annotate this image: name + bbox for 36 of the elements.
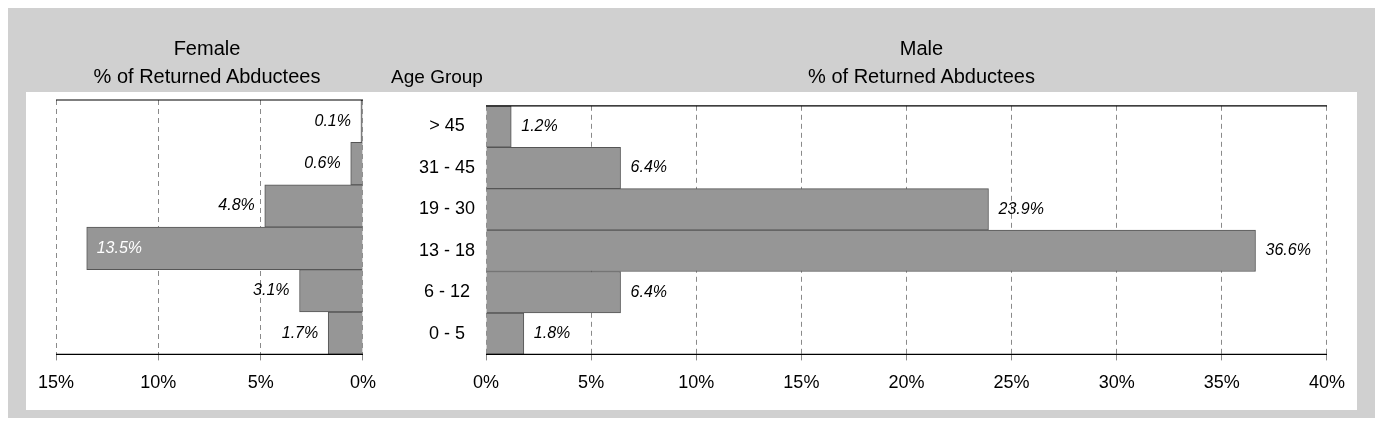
data-label: 36.6%	[1265, 241, 1311, 259]
data-label: 13.5%	[96, 238, 143, 256]
data-label: 23.9%	[997, 199, 1044, 217]
y-tick-label: 6 - 12	[423, 281, 470, 302]
data-label: 1.2%	[521, 116, 558, 134]
x-tick-label: 5%	[578, 372, 605, 393]
data-label: 1.8%	[533, 324, 571, 342]
y-tick-label: 31 - 45	[418, 156, 475, 177]
y-tick-label: 0 - 5	[428, 322, 465, 343]
x-tick-label: 15%	[783, 372, 820, 393]
data-label: 0.6%	[304, 154, 341, 172]
x-tick-label: 40%	[1308, 372, 1345, 393]
data-label: 0.1%	[314, 111, 351, 129]
y-tick-label: 19 - 30	[418, 198, 475, 219]
y-tick-label: 13 - 18	[418, 239, 475, 260]
chart-subtitle: % of Returned Abductees	[807, 64, 1036, 89]
data-label: 6.4%	[630, 158, 668, 176]
x-tick-label: 5%	[247, 372, 274, 393]
y-axis-title: Age Group	[390, 65, 484, 89]
data-label: 6.4%	[630, 282, 668, 300]
x-tick-label: 10%	[140, 372, 177, 393]
chart-subtitle: % of Returned Abductees	[92, 64, 322, 89]
data-label: 1.7%	[281, 323, 319, 341]
x-tick-label: 25%	[993, 372, 1030, 393]
x-tick-label: 20%	[888, 372, 925, 393]
x-tick-label: 35%	[1203, 372, 1240, 393]
chart-title: Female	[172, 36, 242, 61]
x-tick-label: 0%	[349, 372, 376, 393]
chart-title: Male	[898, 36, 945, 61]
x-tick-label: 15%	[38, 372, 75, 393]
x-tick-label: 0%	[472, 372, 500, 393]
data-label: 4.8%	[218, 196, 255, 214]
data-label: 3.1%	[253, 281, 290, 299]
y-tick-label: > 45	[429, 115, 465, 136]
x-tick-label: 10%	[678, 372, 715, 393]
x-tick-label: 30%	[1098, 372, 1135, 393]
